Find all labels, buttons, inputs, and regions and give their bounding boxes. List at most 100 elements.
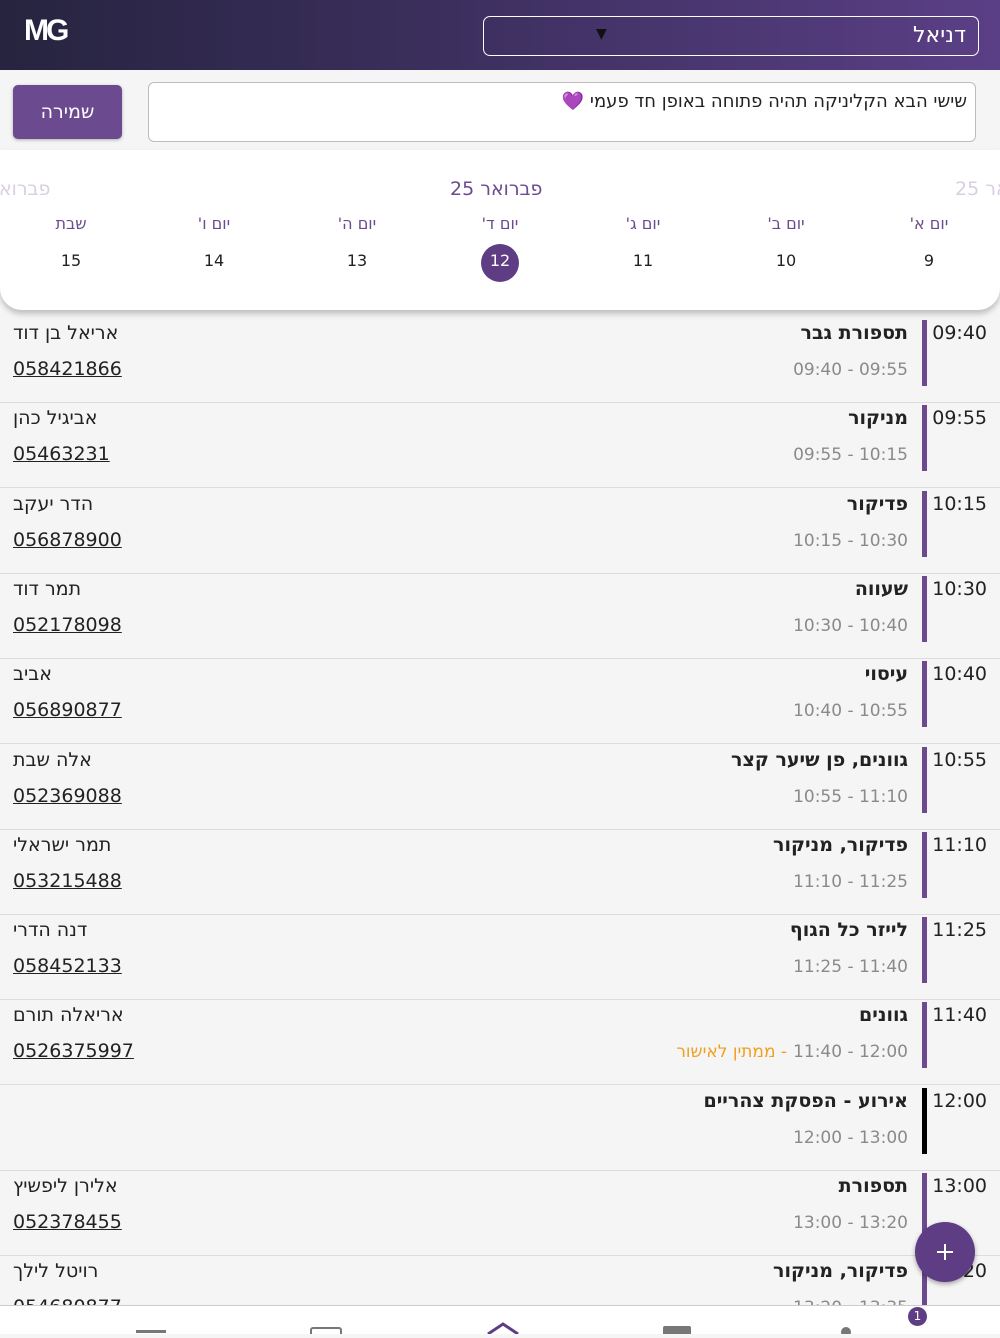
day-name[interactable]: יום ב' bbox=[767, 214, 805, 233]
appointment-status: - ממתין לאישור bbox=[676, 1042, 788, 1063]
time-range: 11:25 - 11:40 bbox=[793, 957, 908, 978]
time-range: 10:15 - 10:30 bbox=[793, 530, 908, 551]
appointment-row[interactable]: 10:40 עיסוי 10:40 - 10:55 אביב 056890877 bbox=[0, 659, 1000, 745]
time-range: 11:10 - 11:25 bbox=[793, 871, 908, 892]
day-number[interactable]: 13 bbox=[346, 251, 368, 270]
service-name: תספורת bbox=[838, 1175, 908, 1197]
day-name[interactable]: שבת bbox=[55, 214, 87, 233]
time-range: 11:40 - 12:00 bbox=[793, 1042, 908, 1063]
nav-icon[interactable] bbox=[310, 1327, 342, 1337]
appointment-time: 10:40 bbox=[932, 663, 987, 686]
time-range-group: 09:55 - 10:15 bbox=[793, 445, 908, 465]
day-name[interactable]: יום א' bbox=[909, 214, 949, 233]
appointment-time: 10:30 bbox=[932, 577, 987, 600]
plus-icon bbox=[937, 1244, 953, 1260]
client-phone[interactable]: 052369088 bbox=[13, 784, 122, 807]
time-range: 09:40 - 09:55 bbox=[793, 360, 908, 380]
appointment-row[interactable]: 13:20פדיקור, מניקור13:20 - 13:35רויטל לי… bbox=[0, 1256, 1000, 1305]
appointment-row[interactable]: 12:00 אירוע - הפסקת צהריים 12:00 - 13:00 bbox=[0, 1086, 1000, 1171]
time-bar bbox=[922, 320, 927, 386]
time-bar bbox=[922, 1087, 927, 1154]
day-name[interactable]: יום ו' bbox=[197, 214, 231, 233]
day-number[interactable]: 11 bbox=[632, 251, 654, 270]
service-name: פדיקור bbox=[846, 492, 908, 515]
time-range-group: 10:30 - 10:40 bbox=[793, 616, 908, 636]
prev-month[interactable]: פברואר 25 bbox=[0, 178, 51, 200]
time-range-group: 12:00 - 13:00 bbox=[793, 1128, 908, 1148]
service-name: פדיקור, מניקור bbox=[773, 1260, 908, 1283]
appointment-time: 11:25 bbox=[932, 919, 987, 942]
day-number[interactable]: 12 bbox=[489, 251, 511, 270]
nav-icon[interactable] bbox=[136, 1330, 166, 1333]
client-name: הדר יעקב bbox=[13, 492, 94, 515]
week-calendar: פברואר 25 פברואר 25 ינואר 25 יום א' 9 יום … bbox=[0, 150, 1000, 310]
time-range-group: 13:00 - 13:20 bbox=[793, 1213, 908, 1233]
time-range-group: 10:55 - 11:10 bbox=[793, 787, 908, 807]
appointment-row[interactable]: 11:25 לייזר כל הגוף 11:25 - 11:40 דנה הדרי 0… bbox=[0, 915, 1000, 1001]
client-phone[interactable]: 058452133 bbox=[13, 955, 122, 978]
appointment-time: 09:55 bbox=[932, 407, 987, 430]
service-name: גוונים, פן שיער קצר bbox=[731, 748, 908, 771]
appointment-time: 10:55 bbox=[932, 748, 987, 771]
client-name: תמר דוד bbox=[13, 577, 82, 600]
selected-user: דניאל bbox=[913, 23, 966, 48]
appointment-row[interactable]: 10:15 פדיקור 10:15 - 10:30 הדר יעקב 05687890… bbox=[0, 489, 1000, 574]
day-name[interactable]: יום ד' bbox=[481, 214, 519, 233]
time-bar bbox=[922, 490, 927, 557]
appointment-row[interactable]: 13:00 תספורת 13:00 - 13:20 אלירן ליפשיץ 0523… bbox=[0, 1171, 1000, 1256]
appointment-row[interactable]: 09:40 תספורת גבר 09:40 - 09:55 אריאל בן דוד… bbox=[0, 318, 1000, 403]
time-bar bbox=[922, 746, 927, 813]
time-bar bbox=[922, 661, 927, 728]
bottom-nav bbox=[0, 1305, 1000, 1337]
client-phone[interactable]: 058421866 bbox=[13, 358, 122, 380]
client-phone[interactable]: 053215488 bbox=[13, 869, 122, 892]
day-number[interactable]: 10 bbox=[775, 251, 797, 270]
time-bar bbox=[922, 405, 927, 472]
appointment-time: 13:00 bbox=[932, 1175, 987, 1197]
time-range-group: 11:25 - 11:40 bbox=[793, 957, 908, 977]
appointment-time: 11:40 bbox=[932, 1004, 987, 1027]
service-name: תספורת גבר bbox=[800, 322, 908, 344]
time-range-group: 10:15 - 10:30 bbox=[793, 531, 908, 551]
client-name: אלה שבת bbox=[13, 748, 92, 771]
notification-badge: 1 bbox=[908, 1307, 927, 1326]
appointment-row[interactable]: 09:55 מניקור 09:55 - 10:15 אביגיל כהן 054632… bbox=[0, 403, 1000, 489]
time-bar bbox=[922, 1002, 927, 1069]
service-name: מניקור bbox=[848, 407, 908, 430]
client-name: תמר ישראלי bbox=[13, 833, 112, 856]
appointment-time: 11:10 bbox=[932, 833, 987, 856]
appointment-row[interactable]: 11:40 גוונים - ממתין לאישור 11:40 - 12:00 אר… bbox=[0, 1000, 1000, 1086]
client-phone[interactable]: 05463231 bbox=[13, 443, 110, 466]
nav-icon[interactable] bbox=[487, 1322, 519, 1336]
time-range: 12:00 - 13:00 bbox=[793, 1127, 908, 1148]
user-dropdown[interactable]: ▼ דניאל bbox=[483, 16, 979, 56]
time-range-group: - ממתין לאישור 11:40 - 12:00 bbox=[676, 1042, 908, 1062]
appointment-row[interactable]: 10:30 שעווה 10:30 - 10:40 תמר דוד 052178098 bbox=[0, 574, 1000, 659]
service-name: אירוע - הפסקת צהריים bbox=[703, 1089, 908, 1112]
client-phone[interactable]: 056878900 bbox=[13, 528, 122, 551]
day-name[interactable]: יום ה' bbox=[337, 214, 377, 233]
appointment-row[interactable]: 10:55 גוונים, פן שיער קצר 10:55 - 11:10 אלה… bbox=[0, 745, 1000, 830]
time-bar bbox=[922, 575, 927, 642]
add-button[interactable] bbox=[915, 1222, 975, 1282]
client-phone[interactable]: 054680877 bbox=[13, 1296, 122, 1305]
appointment-time: 12:00 bbox=[932, 1089, 987, 1112]
next-month[interactable]: ינואר 25 bbox=[955, 178, 1000, 200]
day-number[interactable]: 15 bbox=[60, 251, 82, 270]
client-phone[interactable]: 056890877 bbox=[13, 699, 122, 722]
day-name[interactable]: יום ג' bbox=[625, 214, 661, 233]
logo[interactable]: MG bbox=[24, 14, 69, 47]
service-name: גוונים bbox=[859, 1004, 908, 1027]
appointment-row[interactable]: 11:10 פדיקור, מניקור 11:10 - 11:25 תמר ישרא… bbox=[0, 830, 1000, 915]
client-phone[interactable]: 052378455 bbox=[13, 1211, 122, 1233]
message-input[interactable]: שישי הבא הקליניקה תהיה פתוחה באופן חד פע… bbox=[148, 82, 976, 142]
day-number[interactable]: 9 bbox=[923, 251, 935, 270]
client-phone[interactable]: 0526375997 bbox=[13, 1040, 134, 1063]
save-button[interactable]: שמירה bbox=[13, 85, 122, 139]
time-range-group: 09:40 - 09:55 bbox=[793, 360, 908, 380]
client-name: רויטל לילך bbox=[13, 1260, 99, 1283]
time-range: 10:55 - 11:10 bbox=[793, 786, 908, 807]
day-number[interactable]: 14 bbox=[203, 251, 225, 270]
time-bar bbox=[922, 1173, 927, 1239]
client-phone[interactable]: 052178098 bbox=[13, 613, 122, 636]
